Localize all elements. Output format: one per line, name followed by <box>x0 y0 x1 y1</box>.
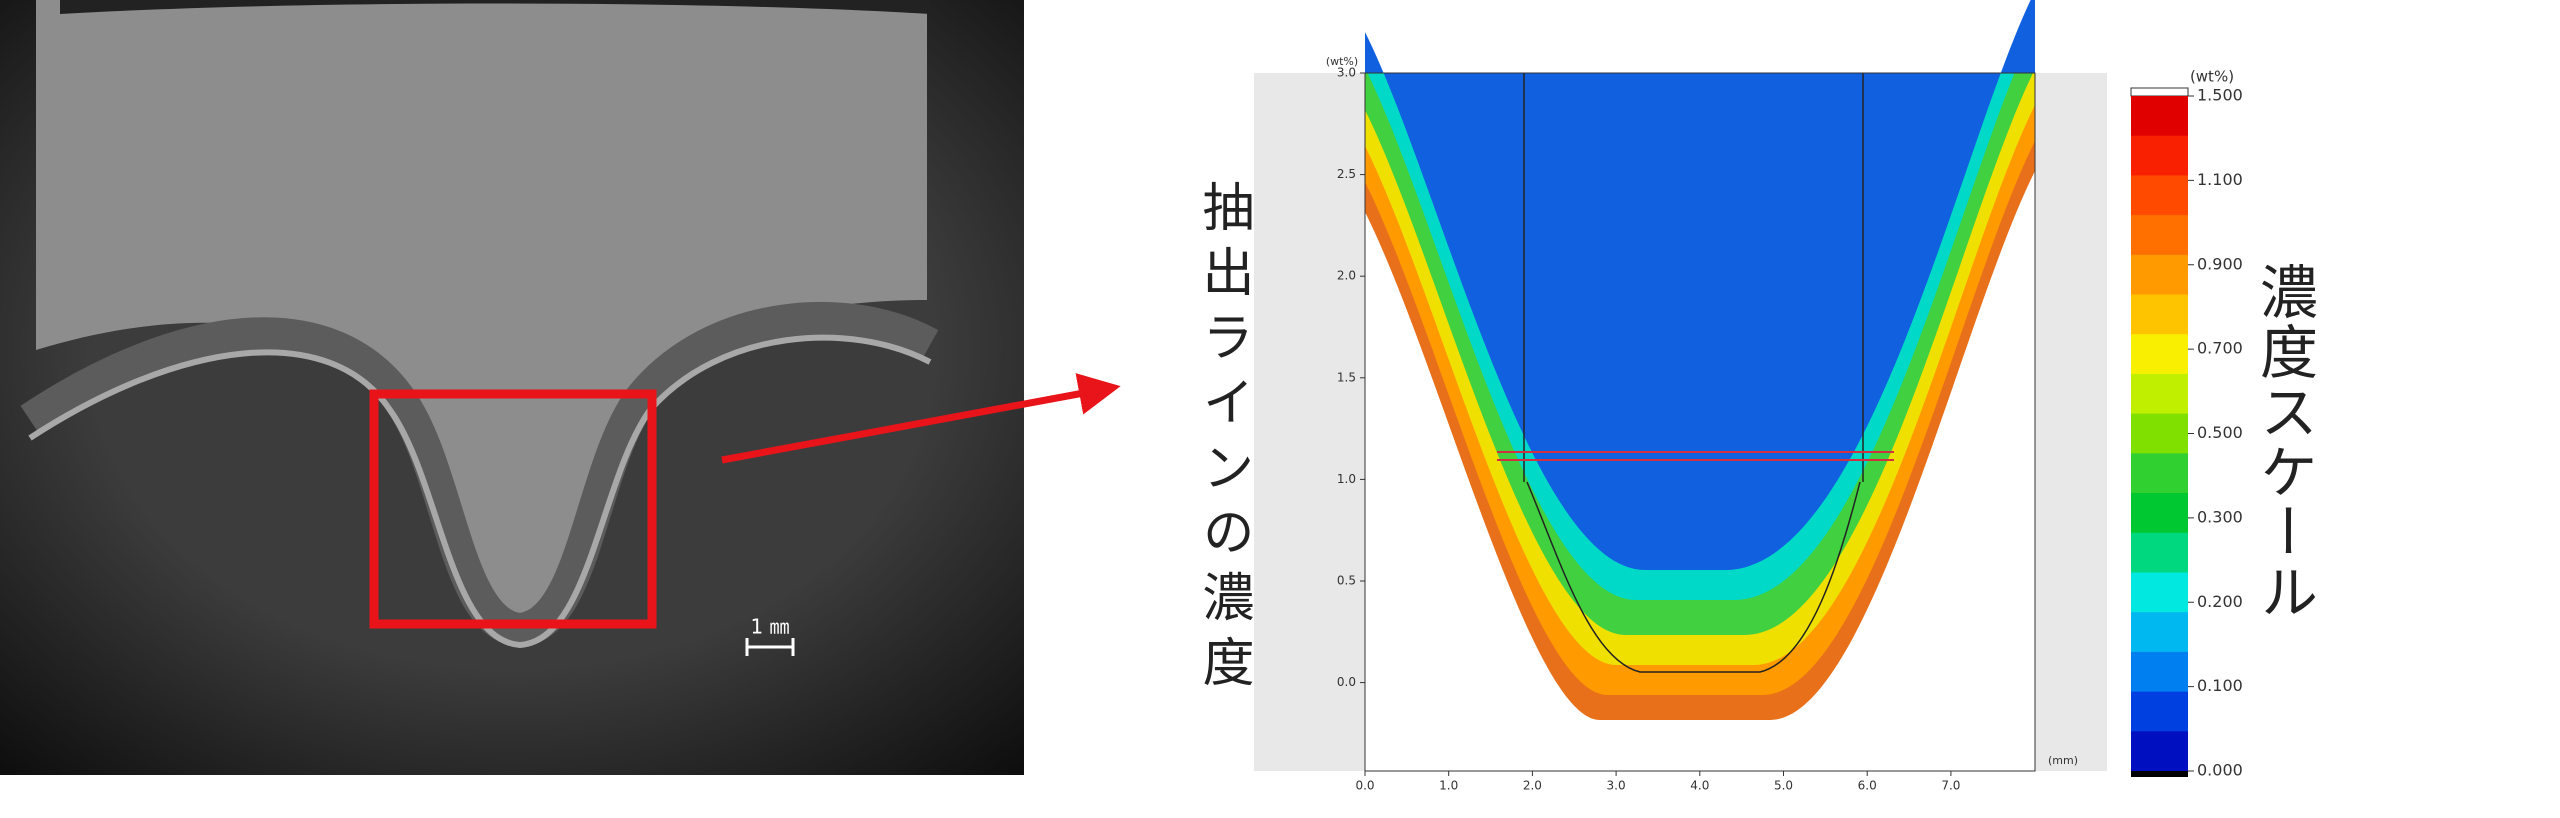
color-swatch <box>2131 215 2188 256</box>
concentration-band <box>1365 0 2035 570</box>
color-scale-label: 0.500 <box>2197 423 2243 442</box>
y-tick-label: 0.0 <box>1337 675 1356 689</box>
color-scale-title: 濃度スケール <box>2250 262 2318 622</box>
color-scale-label: 0.000 <box>2197 761 2243 780</box>
color-swatch <box>2131 612 2188 653</box>
x-tick-label: 6.0 <box>1858 779 1877 793</box>
micrograph: 1 ㎜ <box>0 0 1024 775</box>
x-tick-label: 4.0 <box>1690 779 1709 793</box>
color-swatch <box>2131 373 2188 415</box>
y-unit: (wt%) <box>1326 55 1358 68</box>
coating-band <box>20 301 939 648</box>
color-scale-unit: (wt%) <box>2190 68 2234 86</box>
color-swatch <box>2131 175 2188 216</box>
x-tick-label: 1.0 <box>1439 779 1458 793</box>
color-scale-cap <box>2130 87 2189 97</box>
color-swatch <box>2131 691 2188 732</box>
scale-bar <box>745 638 795 656</box>
color-scale-label: 0.900 <box>2197 254 2243 273</box>
color-swatch <box>2131 294 2188 335</box>
color-swatch <box>2131 413 2188 454</box>
color-scale-label: 0.200 <box>2197 592 2243 611</box>
color-scale-label: 1.500 <box>2197 86 2243 105</box>
color-scale-base <box>2131 771 2188 777</box>
y-tick-label: 2.5 <box>1337 167 1356 181</box>
color-scale-label: 0.100 <box>2197 676 2243 695</box>
color-swatch <box>2131 532 2188 573</box>
color-scale: (wt%) 1.500 1.100 0.900 0.700 0.500 0.300 0.20… <box>2130 68 2243 780</box>
color-scale-label: 1.100 <box>2197 170 2243 189</box>
y-tick-label: 2.0 <box>1337 269 1356 283</box>
color-swatch <box>2131 572 2188 613</box>
map-title: 抽出ラインの濃度 <box>1193 180 1253 700</box>
tool-edge <box>60 0 930 14</box>
color-swatch <box>2131 135 2188 176</box>
color-swatch <box>2131 493 2188 534</box>
sample-surface <box>36 0 927 625</box>
x-tick-label: 3.0 <box>1607 779 1626 793</box>
color-swatch <box>2131 651 2188 693</box>
scale-label: 1 ㎜ <box>750 615 789 639</box>
y-tick-label: 0.5 <box>1337 574 1356 588</box>
concentration-map: (wt%) (mm) 3.0 2.5 2.0 1.5 1.0 0.5 0.0 0.0 1.0 2.… <box>1254 0 2107 793</box>
color-swatch <box>2131 254 2188 296</box>
color-scale-label: 0.300 <box>2197 507 2243 526</box>
x-tick-label: 7.0 <box>1941 779 1960 793</box>
x-tick-label: 0.0 <box>1355 779 1374 793</box>
x-tick-label: 2.0 <box>1523 779 1542 793</box>
x-unit: (mm) <box>2048 754 2078 767</box>
arrow <box>721 373 1121 464</box>
color-swatch <box>2131 731 2188 772</box>
y-tick-label: 3.0 <box>1337 66 1356 80</box>
color-swatch <box>2131 453 2188 494</box>
x-tick-label: 5.0 <box>1774 779 1793 793</box>
color-scale-label: 0.700 <box>2197 339 2243 358</box>
y-tick-label: 1.5 <box>1337 370 1356 384</box>
coating-edge <box>28 334 932 649</box>
selection-box <box>369 389 657 629</box>
y-tick-label: 1.0 <box>1337 472 1356 486</box>
color-swatch <box>2131 96 2188 137</box>
color-swatch <box>2131 334 2188 375</box>
extraction-boundary <box>1526 481 1861 673</box>
